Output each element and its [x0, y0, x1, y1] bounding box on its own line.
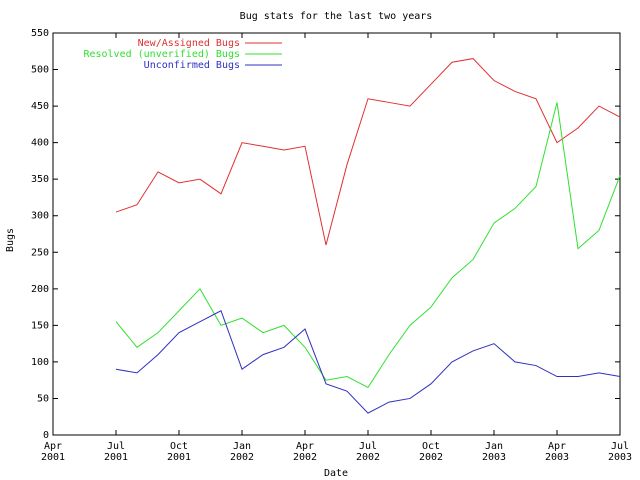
y-tick-label: 400 — [31, 138, 49, 149]
y-tick-label: 450 — [31, 101, 49, 112]
y-axis-label: Bugs — [5, 228, 16, 252]
plot-border — [52, 32, 621, 436]
y-tick-label: 0 — [43, 430, 49, 441]
legend-label: Resolved (unverified) Bugs — [83, 49, 240, 60]
legend-label: New/Assigned Bugs — [138, 38, 240, 49]
chart-title: Bug stats for the last two years — [240, 11, 433, 22]
y-tick-label: 350 — [31, 174, 49, 185]
x-axis-label: Date — [324, 468, 348, 479]
y-tick-label: 500 — [31, 65, 49, 76]
y-tick-label: 150 — [31, 320, 49, 331]
series-line — [115, 310, 621, 414]
x-tick-label: Jul 2001 — [103, 441, 129, 463]
x-tick-label: Apr 2003 — [544, 441, 570, 463]
x-tick-label: Jul 2002 — [355, 441, 381, 463]
x-tick-label: Jan 2003 — [481, 441, 507, 463]
y-tick-label: 100 — [31, 357, 49, 368]
x-tick-label: Jan 2002 — [229, 441, 255, 463]
y-tick-label: 550 — [31, 28, 49, 39]
y-tick-label: 300 — [31, 211, 49, 222]
legend-label: Unconfirmed Bugs — [144, 60, 240, 71]
x-tick-label: Apr 2002 — [292, 441, 318, 463]
y-tick-label: 50 — [37, 393, 49, 404]
x-tick-label: Jul 2003 — [607, 441, 633, 463]
x-tick-label: Apr 2001 — [40, 441, 66, 463]
y-tick-label: 250 — [31, 247, 49, 258]
series-line — [115, 102, 621, 389]
x-tick-label: Oct 2001 — [166, 441, 192, 463]
x-tick-label: Oct 2002 — [418, 441, 444, 463]
series-line — [115, 58, 621, 246]
y-tick-label: 200 — [31, 284, 49, 295]
